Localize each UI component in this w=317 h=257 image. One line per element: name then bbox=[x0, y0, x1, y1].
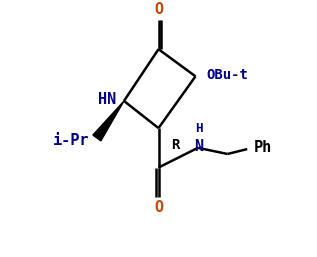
Text: R: R bbox=[171, 138, 179, 152]
Text: OBu-t: OBu-t bbox=[207, 68, 249, 82]
Text: H: H bbox=[195, 123, 203, 135]
Text: O: O bbox=[154, 2, 163, 17]
Text: HN: HN bbox=[98, 91, 117, 106]
Text: N: N bbox=[195, 139, 204, 154]
Text: O: O bbox=[154, 200, 163, 215]
Polygon shape bbox=[93, 101, 124, 141]
Text: Ph: Ph bbox=[253, 140, 272, 155]
Text: i-Pr: i-Pr bbox=[53, 133, 89, 148]
